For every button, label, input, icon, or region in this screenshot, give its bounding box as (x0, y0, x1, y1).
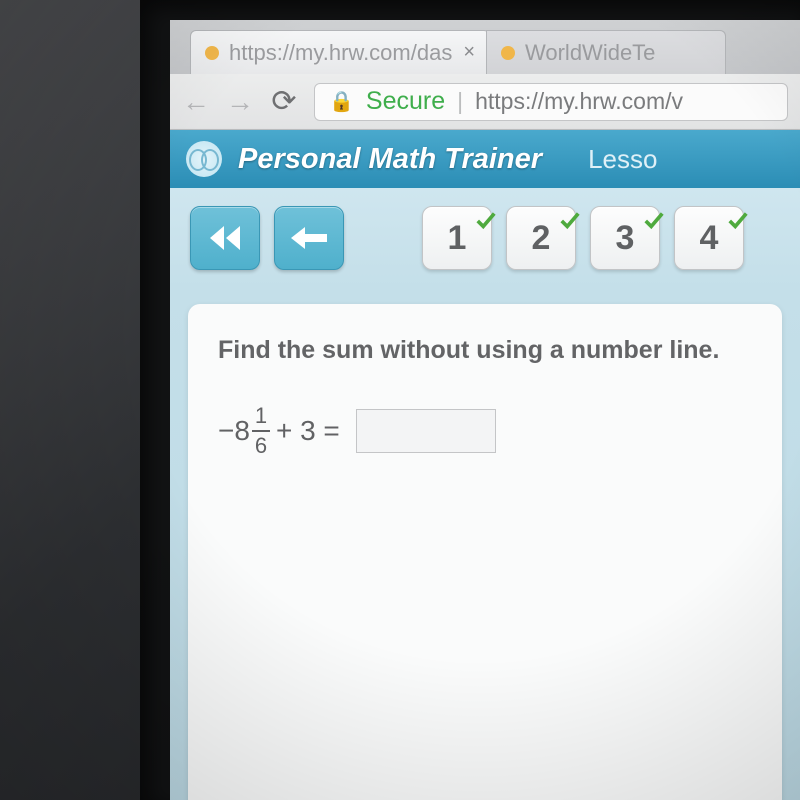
mixed-number: − 8 1 6 (218, 405, 270, 457)
browser-tab-active[interactable]: https://my.hrw.com/das × (190, 30, 490, 74)
check-icon (559, 201, 581, 223)
tab-close-icon[interactable]: × (463, 41, 475, 64)
check-icon (727, 201, 749, 223)
app-title: Personal Math Trainer (238, 143, 542, 176)
browser-tab-inactive[interactable]: WorldWideTe (486, 30, 726, 74)
answer-input[interactable] (356, 409, 496, 453)
question-number-label: 4 (700, 219, 719, 258)
rewind-button[interactable] (190, 206, 260, 270)
fraction-numerator: 1 (255, 405, 267, 427)
question-prompt: Find the sum without using a number line… (218, 336, 752, 365)
tab-title: WorldWideTe (525, 40, 655, 66)
prev-button[interactable] (274, 206, 344, 270)
equation-sign: − (218, 415, 234, 447)
fraction-bar (252, 430, 270, 432)
content-area: Find the sum without using a number line… (170, 288, 800, 800)
equation: − 8 1 6 + 3 = (218, 405, 752, 457)
equation-rest: + 3 = (276, 415, 340, 447)
forward-icon[interactable]: → (226, 86, 254, 118)
question-number-label: 2 (532, 219, 551, 258)
tab-title: https://my.hrw.com/das (229, 40, 452, 66)
question-number-1[interactable]: 1 (422, 206, 492, 270)
browser-toolbar: ← → ⟳ 🔒 Secure | https://my.hrw.com/v (170, 74, 800, 130)
question-number-4[interactable]: 4 (674, 206, 744, 270)
back-icon[interactable]: ← (182, 86, 210, 118)
url-text: https://my.hrw.com/v (475, 88, 683, 115)
check-icon (475, 201, 497, 223)
question-card: Find the sum without using a number line… (188, 304, 782, 800)
reload-icon[interactable]: ⟳ (270, 84, 298, 119)
question-number-label: 1 (448, 219, 467, 258)
app-logo-icon (186, 141, 222, 177)
check-icon (643, 201, 665, 223)
address-bar[interactable]: 🔒 Secure | https://my.hrw.com/v (314, 83, 788, 121)
browser-tabstrip: https://my.hrw.com/das × WorldWideTe (170, 20, 800, 74)
fraction-denominator: 6 (255, 435, 267, 457)
secure-label: Secure (366, 87, 445, 116)
tab-favicon-icon (501, 46, 515, 60)
question-number-2[interactable]: 2 (506, 206, 576, 270)
lesson-label: Lesso (588, 144, 657, 175)
app-header: Personal Math Trainer Lesso (170, 130, 800, 188)
equation-whole: 8 (234, 415, 250, 447)
lock-icon: 🔒 (329, 89, 354, 114)
question-number-3[interactable]: 3 (590, 206, 660, 270)
question-nav: 1 2 3 4 (170, 188, 800, 288)
question-number-label: 3 (616, 219, 635, 258)
tab-favicon-icon (205, 46, 219, 60)
fraction: 1 6 (252, 405, 270, 457)
omnibox-divider: | (457, 88, 463, 115)
